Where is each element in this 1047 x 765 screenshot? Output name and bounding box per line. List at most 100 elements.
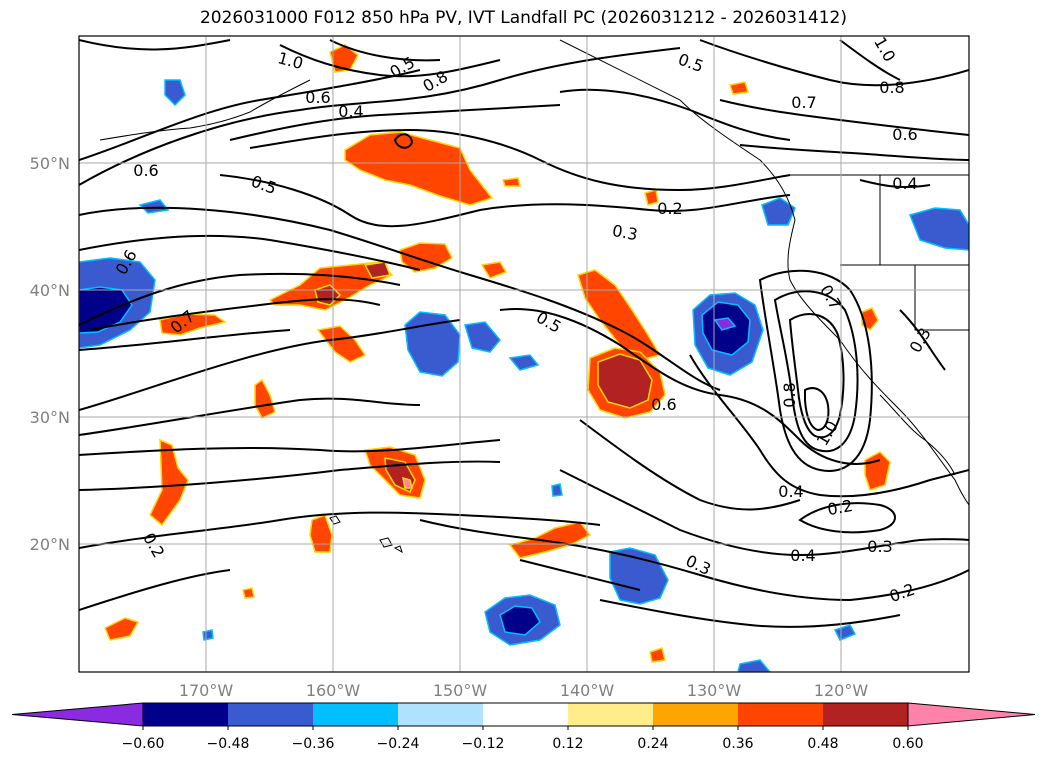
colorbar-extend-low (11, 702, 144, 727)
anomaly-blob (833, 624, 857, 641)
lon-label-150w: 150°W (433, 681, 488, 700)
lon-label-160w: 160°W (306, 681, 361, 700)
pv-contour (798, 502, 896, 534)
anomaly-blob (138, 199, 170, 214)
pv-contour-label: 1.0 (870, 33, 899, 65)
map-frame (78, 35, 970, 673)
anomaly-blob (864, 451, 891, 491)
longitude-labels: 170°W 160°W 150°W 140°W 130°W 120°W (179, 681, 869, 700)
pv-contour (279, 44, 501, 78)
anomaly-blob (508, 521, 592, 559)
colorbar-extend-high (907, 702, 1036, 727)
coastline-baja (879, 394, 956, 476)
pv-contour (79, 511, 601, 549)
pv-contour (519, 559, 641, 591)
latitude-labels: 50°N 40°N 30°N 20°N (30, 154, 70, 554)
pv-contours (79, 39, 969, 628)
pv-contour (839, 39, 901, 81)
colorbar-segment (143, 703, 228, 726)
colorbar-segment (738, 703, 823, 726)
negative-anomaly-shading (79, 79, 969, 672)
pv-contour-label: 0.7 (791, 93, 816, 112)
pv-contour (689, 354, 969, 498)
anomaly-blob (644, 189, 659, 206)
pv-contour (79, 397, 421, 436)
coastlines (99, 39, 969, 554)
pv-contour-label: 0.6 (651, 395, 676, 414)
pv-contour (79, 234, 421, 271)
anomaly-blob (363, 261, 392, 279)
pv-contour-label: 0.5 (676, 50, 706, 77)
coastline-hawaii (329, 515, 403, 554)
pv-contour (79, 439, 501, 456)
pv-contour-label: 0.4 (338, 102, 363, 121)
anomaly-blob (480, 261, 508, 279)
pv-contour (393, 133, 414, 149)
pv-contour (579, 419, 801, 511)
pv-contour (79, 569, 231, 611)
anomaly-blob (149, 438, 189, 527)
colorbar-outline (142, 702, 909, 727)
anomaly-blob (464, 321, 501, 353)
colorbar-tick-label: 0.24 (637, 736, 668, 752)
map-area: 1.0 0.5 0.8 0.6 0.4 0.5 0.7 0.8 0.6 0.6 … (79, 33, 969, 672)
pv-contour-label: 0.4 (790, 546, 815, 565)
pv-contour-label: 0.6 (305, 88, 330, 107)
anomaly-blob (551, 483, 563, 497)
pv-contour (79, 206, 721, 391)
lat-label-20: 20°N (30, 535, 70, 554)
anomaly-blob (908, 207, 969, 251)
colorbar-tick-label: 0.36 (722, 736, 753, 752)
pv-contour-label: 0.4 (892, 174, 917, 193)
map-title: 2026031000 F012 850 hPa PV, IVT Landfall… (199, 8, 847, 28)
lon-label-140w: 140°W (560, 681, 615, 700)
pv-contour-label: 0.6 (892, 125, 917, 144)
pv-contour (219, 174, 791, 228)
colorbar-segment (398, 703, 483, 726)
pv-contour (79, 329, 291, 351)
pv-contour-label: 0.2 (139, 529, 168, 561)
anomaly-blob (737, 659, 771, 672)
pv-contour (249, 128, 791, 192)
pv-contour-label: 0.3 (683, 551, 714, 579)
anomaly-blob (499, 605, 541, 636)
pv-contour (719, 99, 969, 136)
pv-contour (788, 313, 845, 439)
pv-contour (559, 469, 969, 557)
pv-contour (758, 269, 873, 472)
pv-contour (739, 144, 969, 161)
pv-contour (79, 272, 401, 326)
colorbar-tick-label: −0.12 (462, 736, 505, 752)
colorbar-tick-label: −0.36 (292, 736, 335, 752)
anomaly-blob (344, 131, 494, 206)
colorbar-segment (823, 703, 908, 726)
pv-contour-label: 0.3 (906, 324, 935, 356)
coastline-north-america (559, 39, 969, 506)
colorbar-tick-label: 0.60 (892, 736, 923, 752)
lat-label-30: 30°N (30, 408, 70, 427)
colorbar-segment (313, 703, 398, 726)
pv-contour (773, 290, 859, 453)
lon-label-120w: 120°W (814, 681, 869, 700)
anomaly-blob (104, 617, 140, 641)
anomaly-blob (316, 325, 367, 363)
pv-contour (559, 88, 791, 141)
anomaly-blob (597, 353, 653, 409)
pv-contour-label: 0.3 (867, 537, 892, 556)
pv-contour (89, 298, 381, 331)
anomaly-blob (502, 177, 521, 187)
lon-label-130w: 130°W (687, 681, 742, 700)
anomaly-blob (861, 307, 879, 331)
colorbar-segment (483, 703, 568, 726)
colorbar: −0.60 −0.48 −0.36 −0.24 −0.12 0.12 0.24 0.36 0.4… (11, 702, 1036, 752)
pv-contour (419, 519, 969, 602)
pv-contour-label: 0.2 (826, 496, 854, 519)
colorbar-tick-label: 0.48 (807, 736, 838, 752)
anomaly-blob (404, 311, 461, 377)
colorbar-tick-label: −0.60 (122, 736, 165, 752)
gridlines (79, 36, 969, 672)
colorbar-tick-label: 0.12 (552, 736, 583, 752)
pv-contour (229, 104, 561, 141)
pv-contour-label: 0.2 (887, 580, 917, 607)
